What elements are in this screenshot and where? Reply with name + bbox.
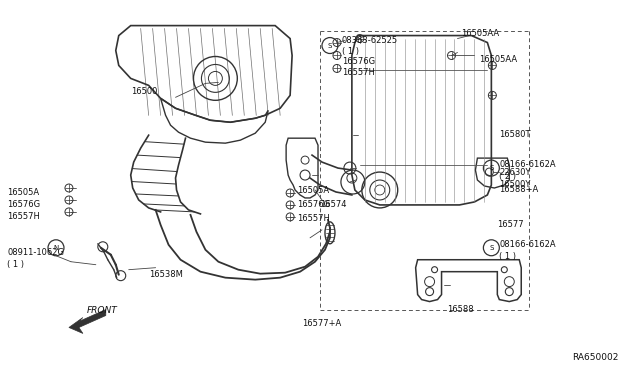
- Text: 08166-6162A: 08166-6162A: [499, 240, 556, 249]
- Text: 16557H: 16557H: [342, 68, 375, 77]
- Text: 16557H: 16557H: [297, 214, 330, 223]
- Text: 16576G: 16576G: [342, 58, 375, 67]
- Text: 16580T: 16580T: [499, 130, 531, 139]
- Text: ( 2 ): ( 2 ): [499, 172, 516, 181]
- Text: 22630Y: 22630Y: [499, 168, 531, 177]
- Text: N: N: [53, 245, 59, 251]
- Text: 16588: 16588: [447, 305, 474, 314]
- Text: S: S: [489, 165, 493, 171]
- Polygon shape: [69, 310, 106, 333]
- Text: 16505AA: 16505AA: [461, 29, 500, 38]
- Text: 16577: 16577: [497, 220, 524, 229]
- Text: 16588+A: 16588+A: [499, 185, 539, 194]
- Text: FRONT: FRONT: [87, 305, 118, 314]
- Text: 08363-62525: 08363-62525: [342, 36, 398, 45]
- Text: 16505A: 16505A: [297, 186, 329, 195]
- Text: 16577+A: 16577+A: [302, 320, 341, 328]
- Text: 08911-1062G: 08911-1062G: [7, 248, 64, 257]
- Text: RA650002: RA650002: [573, 353, 619, 362]
- Text: 16505AA: 16505AA: [479, 55, 518, 64]
- Text: 16505A: 16505A: [7, 188, 39, 197]
- Text: 16576G: 16576G: [297, 200, 330, 209]
- Text: 16500: 16500: [131, 87, 157, 96]
- Text: 08166-6162A: 08166-6162A: [499, 160, 556, 169]
- Text: ( 1 ): ( 1 ): [342, 46, 359, 55]
- Text: 16500Y: 16500Y: [499, 180, 531, 189]
- Text: 16576G: 16576G: [7, 200, 40, 209]
- Text: S: S: [328, 42, 332, 48]
- Text: S: S: [489, 245, 493, 251]
- Text: ( 1 ): ( 1 ): [7, 260, 24, 269]
- Text: 16538M: 16538M: [148, 270, 182, 279]
- Text: 16557H: 16557H: [7, 212, 40, 221]
- Text: 16574: 16574: [320, 200, 346, 209]
- Text: ( 1 ): ( 1 ): [499, 252, 516, 261]
